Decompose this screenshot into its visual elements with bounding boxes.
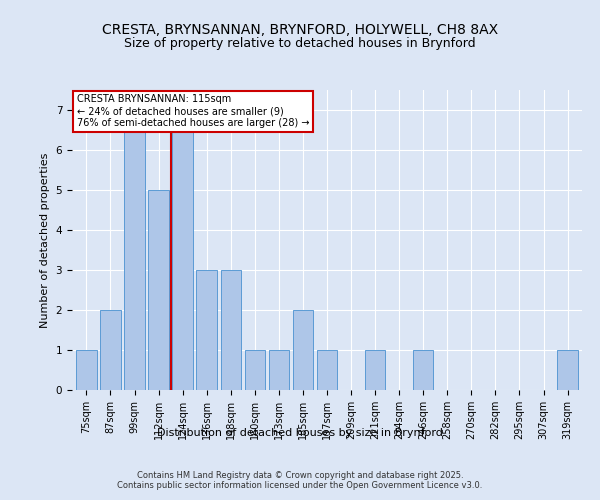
Text: Distribution of detached houses by size in Brynford: Distribution of detached houses by size … — [157, 428, 443, 438]
Bar — [221, 270, 241, 390]
Bar — [172, 110, 193, 390]
Text: CRESTA BRYNSANNAN: 115sqm
← 24% of detached houses are smaller (9)
76% of semi-d: CRESTA BRYNSANNAN: 115sqm ← 24% of detac… — [77, 94, 310, 128]
Text: Contains HM Land Registry data © Crown copyright and database right 2025.
Contai: Contains HM Land Registry data © Crown c… — [118, 470, 482, 490]
Bar — [293, 310, 313, 390]
Bar — [245, 350, 265, 390]
Bar — [269, 350, 289, 390]
Text: CRESTA, BRYNSANNAN, BRYNFORD, HOLYWELL, CH8 8AX: CRESTA, BRYNSANNAN, BRYNFORD, HOLYWELL, … — [102, 22, 498, 36]
Bar — [100, 310, 121, 390]
Bar — [557, 350, 578, 390]
Bar — [413, 350, 433, 390]
Bar — [148, 190, 169, 390]
Bar — [365, 350, 385, 390]
Bar — [76, 350, 97, 390]
Bar — [196, 270, 217, 390]
Bar — [317, 350, 337, 390]
Text: Size of property relative to detached houses in Brynford: Size of property relative to detached ho… — [124, 38, 476, 51]
Bar — [124, 110, 145, 390]
Y-axis label: Number of detached properties: Number of detached properties — [40, 152, 50, 328]
